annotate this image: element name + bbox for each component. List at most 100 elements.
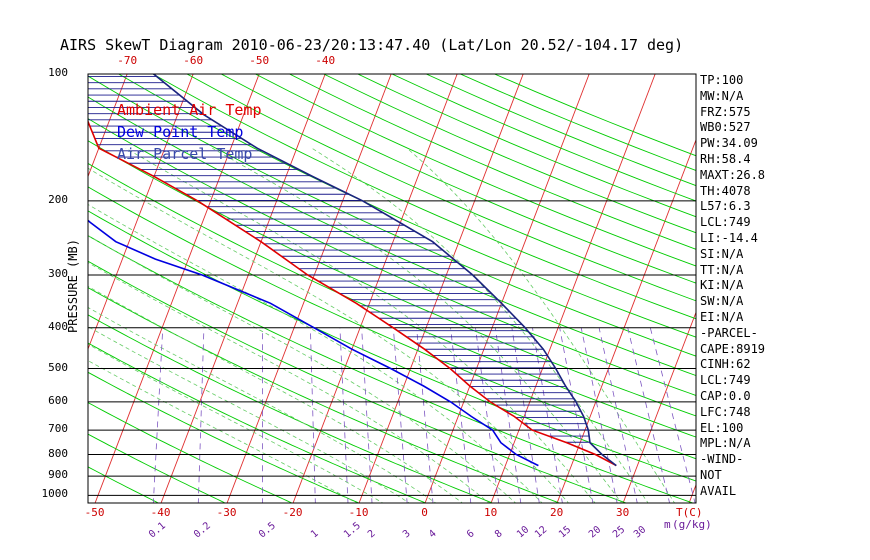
index-entry: RH:58.4 bbox=[700, 152, 751, 166]
mixing-ratio-line bbox=[627, 327, 670, 503]
dry-adiabat-line bbox=[186, 74, 696, 302]
index-entry: NOT bbox=[700, 468, 722, 482]
bottom-temp-tick-label: 0 bbox=[421, 506, 428, 519]
legend-dewpoint: Dew Point Temp bbox=[117, 123, 244, 141]
pressure-tick-label: 300 bbox=[48, 267, 68, 281]
bottom-temp-tick-label: -30 bbox=[216, 506, 237, 519]
index-entry: SW:N/A bbox=[700, 294, 744, 309]
index-entry: CAPE:8919 bbox=[700, 341, 766, 356]
dewpoint-temp-line bbox=[88, 219, 539, 467]
index-entry: FRZ:575 bbox=[700, 104, 751, 119]
index-entry: EL:100 bbox=[700, 420, 744, 435]
isotherm-line bbox=[226, 74, 392, 503]
dry-adiabat-line bbox=[88, 260, 628, 503]
dry-adiabat-line bbox=[88, 210, 696, 482]
pressure-tick-label: 500 bbox=[48, 360, 68, 374]
dry-adiabat-line bbox=[88, 140, 696, 417]
bottom-temp-tick-label: -40 bbox=[150, 506, 171, 519]
isotherm-line bbox=[755, 74, 870, 504]
dry-adiabat-line bbox=[289, 74, 696, 250]
legend-parcel: Air Parcel Temp bbox=[117, 145, 253, 163]
pressure-tick-label: 100 bbox=[48, 66, 68, 79]
isotherm-line bbox=[160, 74, 326, 503]
index-entry: TH:4078 bbox=[700, 183, 751, 198]
mixing-ratio-line bbox=[494, 327, 522, 503]
pressure-tick-label: 200 bbox=[48, 192, 68, 206]
dry-adiabat-line bbox=[88, 118, 696, 396]
bottom-temp-tick-label: 20 bbox=[549, 506, 564, 519]
mixing-ratio-line bbox=[309, 327, 316, 503]
dry-adiabat-line bbox=[88, 342, 427, 503]
index-entry: LCL:749 bbox=[700, 215, 751, 230]
dry-adiabat-line bbox=[88, 433, 227, 503]
isotherm-line bbox=[622, 311, 696, 503]
ambient-temp-line bbox=[88, 119, 617, 467]
bottom-temp-tick-label: 30 bbox=[615, 506, 630, 519]
dry-adiabat-line bbox=[391, 74, 696, 202]
isotherm-line bbox=[292, 74, 458, 503]
index-entry: CINH:62 bbox=[700, 357, 751, 372]
isotherm-line bbox=[358, 74, 524, 503]
index-entry: EI:N/A bbox=[700, 310, 744, 324]
index-entry: L57:6.3 bbox=[700, 199, 751, 214]
index-entry: LI:-14.4 bbox=[700, 231, 758, 245]
dry-adiabat-line bbox=[494, 74, 696, 157]
bottom-temp-tick-label: -20 bbox=[282, 506, 303, 519]
dry-adiabat-line bbox=[88, 402, 294, 503]
pressure-tick-label: 1000 bbox=[41, 487, 69, 501]
mixing-ratio-line bbox=[361, 327, 373, 503]
dry-adiabat-line bbox=[255, 74, 696, 267]
mixing-unit-prefix: m bbox=[664, 518, 671, 531]
index-entry: MAXT:26.8 bbox=[700, 167, 766, 182]
bottom-temp-tick-label: 10 bbox=[483, 506, 498, 519]
mixing-ratio-line bbox=[392, 327, 408, 503]
pressure-tick-label: 600 bbox=[48, 393, 68, 407]
index-entry: TP:100 bbox=[700, 73, 744, 87]
index-entry: CAP:0.0 bbox=[700, 389, 751, 403]
mixing-ratio-line bbox=[598, 327, 638, 503]
index-entry: AVAIL bbox=[700, 483, 737, 498]
top-temp-tick-label: -60 bbox=[183, 54, 204, 67]
mixing-ratio-line bbox=[532, 327, 563, 503]
mixing-ratio-line bbox=[580, 327, 618, 503]
pressure-tick-label: 700 bbox=[48, 422, 68, 436]
mixing-ratio-line bbox=[649, 327, 696, 503]
dry-adiabat-line bbox=[426, 74, 696, 187]
pressure-tick-label: 800 bbox=[48, 446, 68, 460]
mixing-ratio-line bbox=[197, 327, 205, 503]
pressure-tick-label: 400 bbox=[48, 319, 68, 333]
bottom-temp-tick-label: -50 bbox=[84, 506, 105, 519]
temp-unit-label: T(C) bbox=[676, 506, 703, 519]
dry-adiabat-line bbox=[88, 466, 160, 503]
y-axis-label: PRESSURE (MB) bbox=[66, 239, 80, 333]
mixing-ratio-line bbox=[511, 327, 540, 503]
dry-adiabat-line bbox=[323, 74, 696, 234]
dry-adiabat-line bbox=[220, 74, 696, 284]
index-entry: SI:N/A bbox=[700, 246, 744, 261]
mixing-ratio-line bbox=[416, 327, 434, 503]
isotherm-line bbox=[556, 138, 696, 503]
dry-adiabat-line bbox=[88, 75, 696, 357]
isotherm-line bbox=[94, 74, 260, 503]
index-entry: MPL:N/A bbox=[700, 436, 751, 451]
index-entry: -PARCEL- bbox=[700, 325, 758, 340]
isotherm-line bbox=[88, 74, 194, 351]
mixing-ratio-line bbox=[339, 327, 349, 503]
isotherm-line bbox=[490, 74, 656, 503]
dry-adiabat-line bbox=[118, 74, 696, 338]
isotherm-line bbox=[88, 74, 128, 178]
mixing-ratio-line bbox=[559, 327, 594, 503]
bottom-temp-tick-label: -10 bbox=[348, 506, 369, 519]
mixing-ratio-line bbox=[450, 327, 472, 503]
mixing-unit-label: (g/kg) bbox=[672, 518, 712, 531]
moist-adiabat-line bbox=[212, 147, 623, 503]
pressure-tick-label: 900 bbox=[48, 468, 68, 482]
index-entry: MW:N/A bbox=[700, 88, 744, 103]
index-entry: -WIND- bbox=[700, 452, 744, 467]
legend-ambient: Ambient Air Temp bbox=[117, 101, 262, 119]
top-temp-tick-label: -50 bbox=[249, 54, 270, 67]
dry-adiabat-line bbox=[88, 287, 561, 503]
isotherm-line bbox=[0, 74, 61, 504]
isotherm-line bbox=[821, 74, 870, 504]
